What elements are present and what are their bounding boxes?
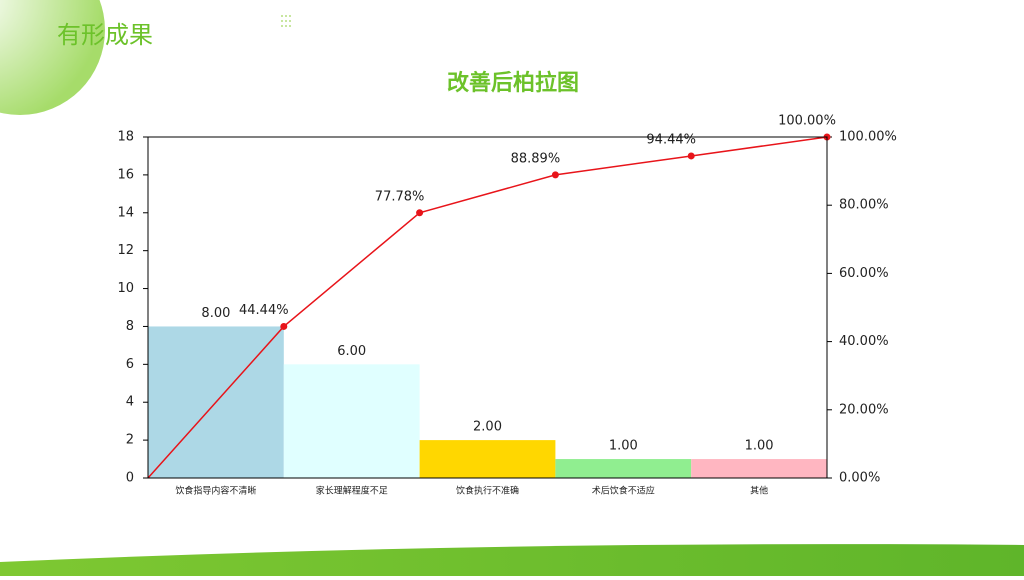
cumulative-label: 94.44% (646, 132, 696, 147)
cumulative-line (147, 136, 828, 479)
bar (283, 364, 420, 478)
cumulative-label: 44.44% (239, 303, 289, 318)
bottom-band (0, 544, 1024, 576)
cumulative-point (280, 322, 288, 330)
y2-tick-label: 0.00% (839, 471, 880, 486)
x-tick-label: 饮食执行不准确 (456, 485, 519, 497)
cumulative-point (416, 209, 424, 217)
x-tick-label: 家长理解程度不足 (316, 485, 388, 497)
slide-title: 有形成果 (57, 21, 153, 49)
cumulative-label: 88.89% (511, 151, 561, 166)
plot: 0 2 4 6 8 10 12 14 16 18 0.00% 20.00% 40.00% 60.00% 80… (117, 114, 896, 497)
y-tick-label: 12 (117, 243, 134, 258)
y-tick-label: 16 (117, 167, 134, 182)
y-tick-label: 6 (126, 357, 134, 372)
y2-tick-label: 80.00% (839, 198, 889, 213)
bar-value-label: 1.00 (609, 439, 638, 454)
y-tick-label: 4 (126, 395, 134, 410)
cumulative-label: 100.00% (778, 114, 836, 129)
corner-decoration (0, 0, 105, 115)
bar-value-label: 2.00 (473, 420, 502, 435)
cumulative-point (551, 171, 559, 179)
bar-value-label: 8.00 (201, 306, 230, 321)
y2-tick-label: 60.00% (839, 266, 889, 281)
y2-tick-label: 20.00% (839, 402, 889, 417)
y2-tick-label: 100.00% (839, 130, 897, 145)
y-tick-label: 2 (126, 433, 134, 448)
x-tick-label: 饮食指导内容不清晰 (175, 485, 256, 497)
bar-value-label: 1.00 (745, 439, 774, 454)
bar (419, 440, 556, 478)
y-tick-label: 0 (126, 471, 134, 486)
bar (691, 459, 827, 478)
y-tick-label: 18 (117, 130, 134, 145)
cumulative-point (687, 152, 695, 160)
cumulative-label: 77.78% (375, 189, 425, 204)
bar-value-label: 6.00 (337, 344, 366, 359)
x-tick-label: 其他 (750, 485, 768, 497)
chart-title: 改善后柏拉图 (447, 70, 579, 96)
y-tick-label: 14 (117, 205, 134, 220)
y-tick-label: 8 (126, 319, 134, 334)
plot-frame (147, 136, 828, 479)
y2-tick-label: 40.00% (839, 334, 889, 349)
bar (555, 459, 692, 478)
y-tick-label: 10 (117, 281, 134, 296)
dot-icon (281, 15, 291, 27)
x-tick-label: 术后饮食不适应 (592, 485, 655, 497)
